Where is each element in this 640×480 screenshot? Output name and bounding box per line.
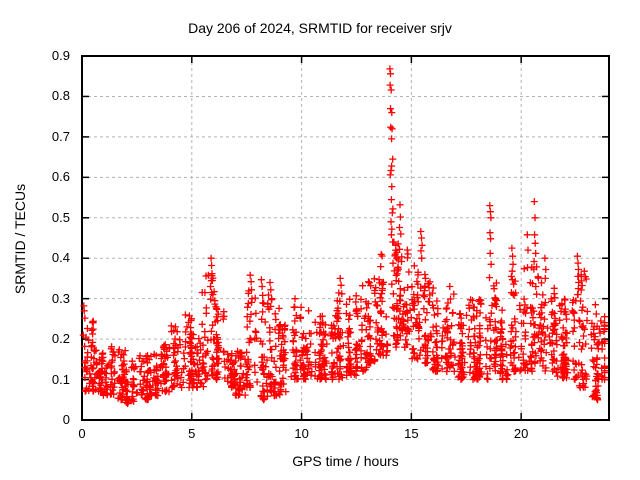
chart-title: Day 206 of 2024, SRMTID for receiver srj… (0, 19, 640, 37)
x-tick-label: 5 (188, 426, 196, 441)
x-tick-label: 0 (78, 426, 86, 441)
y-tick-label: 0.7 (51, 128, 70, 144)
y-tick-label: 0.2 (51, 331, 70, 347)
y-tick-label: 0.6 (51, 169, 70, 185)
x-axis-label: GPS time / hours (292, 453, 399, 469)
y-tick-label: 0.4 (51, 250, 70, 266)
y-tick-label: 0.9 (51, 48, 70, 63)
plot-border (81, 55, 610, 421)
y-tick-label: 0.5 (51, 209, 70, 225)
x-tick-label: 20 (513, 426, 529, 441)
scatter-points (79, 65, 609, 408)
y-tick-label: 0.3 (51, 290, 70, 306)
x-tick-label: 10 (294, 426, 309, 441)
y-tick-label: 0.1 (51, 371, 70, 387)
y-tick-label: 0 (62, 412, 70, 427)
x-tick-label: 15 (404, 426, 419, 441)
chart-title-text: Day 206 of 2024, SRMTID for receiver srj… (188, 20, 452, 36)
y-tick-label: 0.8 (51, 88, 70, 104)
